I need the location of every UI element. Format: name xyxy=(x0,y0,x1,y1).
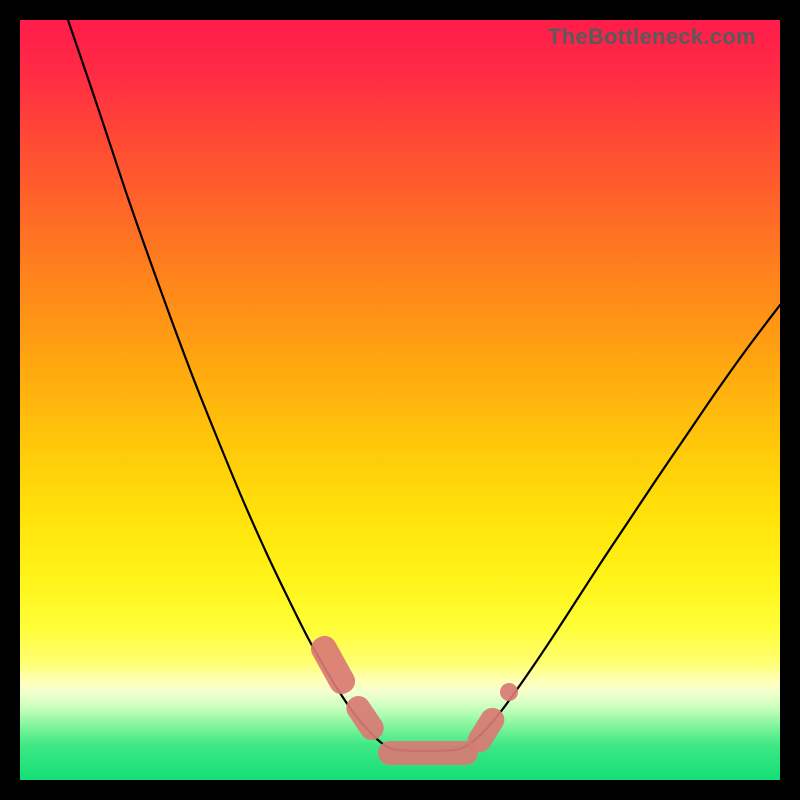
overlay-marks xyxy=(20,20,780,780)
highlight-segment-0 xyxy=(307,632,360,699)
plot-area xyxy=(20,20,780,780)
watermark-text: TheBottleneck.com xyxy=(548,24,756,50)
highlight-segment-2 xyxy=(378,741,478,765)
highlight-segment-1 xyxy=(342,691,389,744)
highlight-dot-4 xyxy=(500,683,518,701)
